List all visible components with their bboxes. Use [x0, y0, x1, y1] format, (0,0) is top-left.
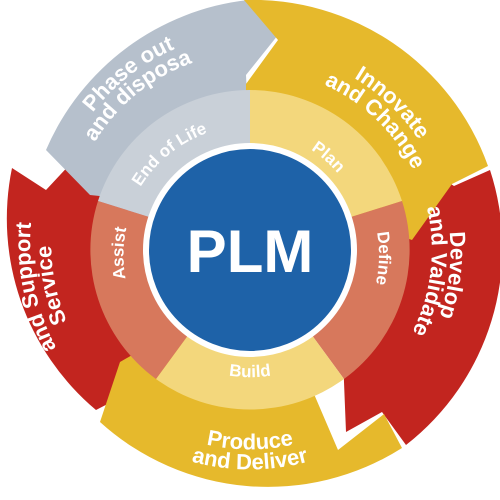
inner-segment-assist — [90, 201, 197, 379]
center-circle — [143, 143, 357, 357]
inner-label-define: Define — [372, 230, 394, 286]
inner-segment-define — [303, 201, 410, 379]
inner-label-assist: Assist — [108, 225, 130, 281]
center-label: PLM — [187, 218, 314, 285]
inner-label-build: Build — [228, 361, 271, 382]
outer-label-produce-line1: Produce — [205, 425, 294, 454]
inner-segment-end-of-life — [98, 90, 250, 222]
inner-segment-plan — [250, 90, 402, 222]
